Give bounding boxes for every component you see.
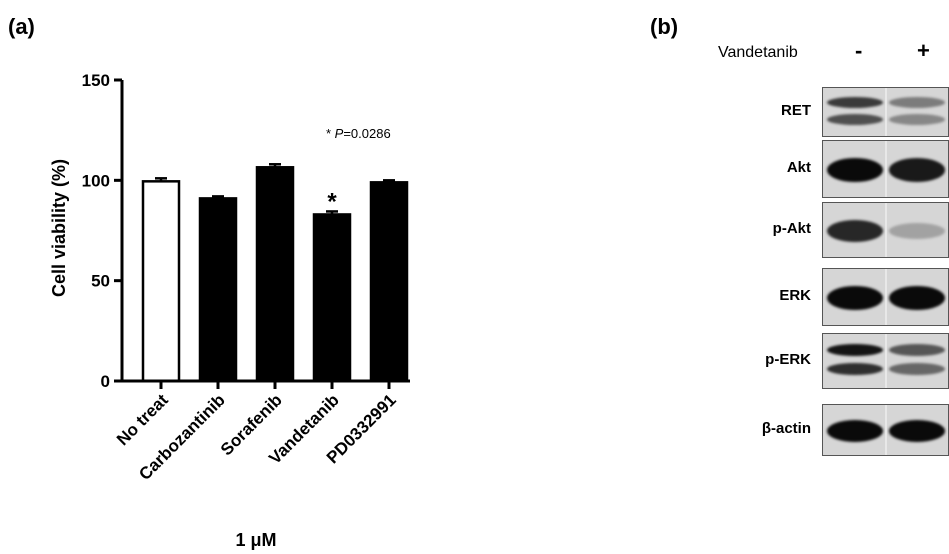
lane-divider	[885, 203, 887, 257]
blot-band	[889, 285, 945, 311]
blot-band	[889, 113, 945, 125]
y-axis-label: Cell viability (%)	[49, 159, 69, 297]
blot-strip-p-erk	[822, 333, 949, 389]
bar-vandetanib	[312, 213, 352, 383]
blot-band	[889, 362, 945, 375]
blot-strip-erk	[822, 268, 949, 326]
x-axis-label: 1 μM	[235, 530, 276, 550]
y-tick-label: 0	[101, 372, 110, 391]
blot-band	[889, 420, 945, 442]
blot-band	[827, 113, 883, 125]
p-value-annotation: * P=0.0286	[326, 126, 391, 141]
y-axis: 0 50 100 150	[82, 71, 124, 391]
panel-b-label: (b)	[650, 14, 679, 39]
lane-divider	[885, 141, 887, 197]
condition-label: Vandetanib	[718, 44, 798, 61]
blot-band	[827, 157, 883, 183]
significance-marker: *	[327, 188, 337, 215]
blot-strip-actin	[822, 404, 949, 456]
y-tick-label: 50	[91, 272, 110, 291]
blot-strip-akt	[822, 140, 949, 198]
blot-label-ret: RET	[781, 102, 811, 119]
blot-label-akt: Akt	[786, 159, 811, 176]
blot-band	[889, 96, 945, 108]
panel-a-label: (a)	[8, 14, 35, 39]
y-tick-label: 150	[82, 71, 110, 90]
p-annotation-p: P	[335, 126, 344, 141]
blot-band	[889, 343, 945, 356]
blot-label-p-erk: p-ERK	[765, 351, 811, 368]
lane-divider	[885, 88, 887, 136]
lane-divider	[885, 334, 887, 388]
blot-band	[827, 96, 883, 108]
lane-divider	[885, 405, 887, 455]
blot-label-p-akt: p-Akt	[772, 220, 811, 237]
blot-strip-ret	[822, 87, 949, 137]
blot-label-actin: β-actin	[761, 420, 811, 437]
bar-sorafenib	[255, 166, 295, 383]
x-tick-label: No treat	[113, 390, 172, 449]
blot-strip-p-akt	[822, 202, 949, 258]
bar-pd0332991	[369, 181, 409, 383]
bar-chart: 0 50 100 150 * No treatCarbozantinibSorafen…	[49, 71, 410, 550]
lane-sign-plus: +	[917, 38, 930, 63]
lane-sign-minus: -	[855, 38, 863, 63]
bar-no-treat	[141, 180, 181, 383]
blot-band	[827, 343, 883, 356]
p-annotation-prefix: *	[326, 126, 335, 141]
lane-divider	[885, 269, 887, 325]
bar-carbozantinib	[198, 197, 238, 383]
blot-band	[827, 362, 883, 375]
blot-band	[827, 219, 883, 243]
blot-band	[827, 285, 883, 311]
blot-label-erk: ERK	[779, 287, 811, 304]
bar-series: *	[141, 163, 409, 383]
p-annotation-value: =0.0286	[343, 126, 390, 141]
blot-band	[827, 420, 883, 442]
x-axis: No treatCarbozantinibSorafenibVandetanib…	[113, 379, 410, 484]
blot-band	[889, 223, 945, 239]
blot-band	[889, 158, 945, 182]
y-tick-label: 100	[82, 171, 110, 190]
